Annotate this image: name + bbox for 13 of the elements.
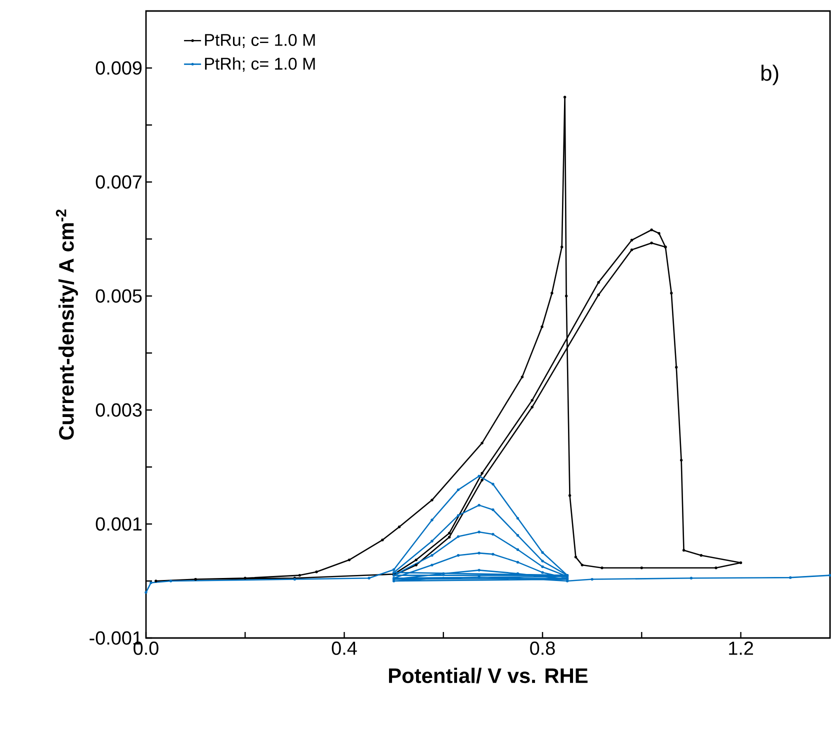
x-tick-label: 1.2 bbox=[729, 642, 753, 655]
y-tick-label: 0.005 bbox=[96, 289, 142, 303]
x-axis-title: Potential/ V vs. RHE bbox=[389, 668, 588, 684]
legend-label: PtRh; c= 1.0 M bbox=[205, 57, 315, 72]
annotation: b) bbox=[761, 64, 778, 86]
y-tick-label: 0.007 bbox=[96, 175, 142, 189]
x-tick-label: 0.8 bbox=[530, 642, 555, 655]
y-tick-label: 0.003 bbox=[96, 403, 142, 417]
y-tick-label: 0.009 bbox=[96, 61, 142, 75]
y-axis-title: Current-density/ A cm$^{-2}$ bbox=[56, 210, 78, 440]
y-tick-label: 0.001 bbox=[96, 517, 142, 531]
legend-label: PtRu; c= 1.0 M bbox=[205, 34, 315, 48]
x-tick-label: 0.4 bbox=[332, 642, 357, 655]
